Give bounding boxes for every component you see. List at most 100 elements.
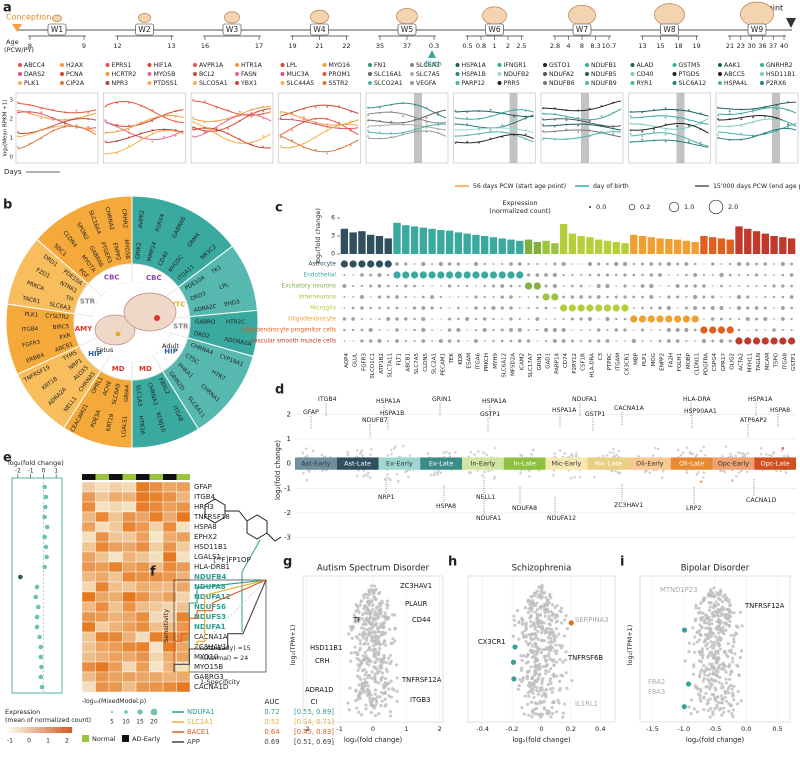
label: 0.64 bbox=[264, 728, 279, 736]
plot-frame bbox=[715, 92, 799, 164]
expression-dot bbox=[377, 295, 382, 299]
gene-point bbox=[679, 453, 683, 457]
gene-marker bbox=[455, 63, 460, 67]
expression-dot bbox=[726, 326, 734, 334]
heat-cell bbox=[81, 591, 96, 603]
gene-label: PRR5 bbox=[504, 80, 520, 87]
expression-dot bbox=[570, 295, 575, 299]
gene-point bbox=[542, 706, 547, 710]
gene-point bbox=[393, 447, 396, 450]
expression-dot bbox=[560, 304, 568, 312]
trend-line bbox=[192, 108, 272, 132]
y-tick-label: 6 bbox=[331, 215, 335, 222]
gene-point bbox=[699, 689, 703, 694]
expression-dot bbox=[561, 261, 566, 267]
heat-cell bbox=[149, 661, 164, 673]
gene-point bbox=[371, 643, 376, 648]
bar bbox=[665, 239, 673, 254]
gene-label: MUC3A bbox=[287, 71, 310, 78]
expression-dot bbox=[410, 271, 419, 279]
age-label: 4 bbox=[566, 42, 570, 50]
bar bbox=[358, 231, 366, 254]
gene-point bbox=[702, 677, 706, 681]
heat-cell bbox=[122, 541, 137, 553]
label: log₂(fold change) bbox=[8, 459, 64, 467]
gene-point bbox=[730, 712, 734, 716]
legend-label: day of birth bbox=[593, 183, 629, 190]
gene-point bbox=[526, 660, 531, 664]
trend-line bbox=[105, 129, 184, 155]
panel-label: h bbox=[448, 555, 457, 570]
expression-dot bbox=[712, 285, 714, 287]
expression-dot bbox=[524, 282, 533, 290]
gene-point bbox=[691, 626, 695, 630]
heat-cell bbox=[135, 641, 150, 653]
bar bbox=[612, 242, 620, 254]
gene-point bbox=[741, 452, 745, 455]
heat-cell bbox=[149, 541, 164, 553]
gene-point bbox=[534, 649, 538, 653]
expression-dot bbox=[641, 295, 644, 299]
gene-label: MFSD2A bbox=[511, 353, 517, 376]
gene-point bbox=[538, 647, 542, 651]
expression-dot bbox=[709, 326, 717, 334]
gene-point bbox=[555, 674, 559, 678]
bar bbox=[709, 237, 717, 254]
gene-point bbox=[539, 589, 543, 594]
gene-point bbox=[702, 707, 706, 712]
window-label: W4 bbox=[313, 25, 325, 34]
expression-dot bbox=[456, 262, 461, 266]
expression-dot bbox=[658, 339, 662, 343]
expression-dot bbox=[516, 271, 524, 279]
expression-dot bbox=[437, 271, 445, 279]
gene-point bbox=[709, 706, 713, 710]
expression-dot bbox=[605, 316, 610, 322]
gene-point bbox=[511, 676, 517, 682]
age-label: 12 bbox=[113, 42, 121, 50]
gene-point bbox=[356, 663, 360, 667]
gene-label: DRD2 bbox=[193, 331, 210, 340]
gene-point bbox=[554, 635, 559, 639]
gene-label: H2AX bbox=[66, 62, 84, 69]
gene-point bbox=[529, 620, 533, 624]
heat-cell bbox=[135, 591, 150, 603]
trend-point bbox=[139, 137, 142, 140]
gene-point bbox=[648, 471, 651, 474]
expression-dot bbox=[431, 285, 433, 287]
gene-point bbox=[554, 643, 558, 647]
expression-dot bbox=[360, 284, 364, 288]
gene-annotation: GSTP1 bbox=[585, 411, 605, 418]
bar bbox=[673, 239, 682, 254]
heat-cell bbox=[176, 581, 191, 593]
gene-marker bbox=[672, 81, 677, 85]
gene-point bbox=[535, 601, 539, 605]
gene-point bbox=[369, 620, 373, 625]
age-label: 15 bbox=[656, 42, 664, 50]
gene-point bbox=[545, 630, 549, 635]
panel-label: d bbox=[275, 383, 284, 398]
gene-point bbox=[436, 473, 440, 476]
expression-dot bbox=[431, 262, 434, 266]
expression-dot bbox=[790, 284, 793, 288]
gene-point bbox=[732, 640, 736, 644]
gene-label: SLCO1C1 bbox=[370, 353, 376, 379]
gene-marker bbox=[322, 81, 327, 85]
heat-cell bbox=[135, 531, 150, 543]
gene-point bbox=[364, 690, 368, 694]
gene-point bbox=[570, 453, 573, 456]
gene-point bbox=[526, 702, 530, 706]
heat-cell bbox=[162, 551, 177, 563]
trend-point bbox=[652, 130, 655, 133]
expression-dot bbox=[387, 340, 390, 342]
expression-dot bbox=[474, 328, 478, 332]
heat-cell bbox=[162, 511, 177, 523]
expression-dot bbox=[562, 273, 565, 277]
trend-point bbox=[75, 124, 78, 127]
window-box bbox=[397, 23, 417, 36]
gene-point bbox=[694, 455, 697, 458]
expression-dot bbox=[386, 306, 390, 310]
gene-annotation: F8A2 bbox=[648, 678, 665, 686]
gene-point bbox=[540, 586, 544, 590]
expression-dot bbox=[377, 272, 382, 278]
gene-point bbox=[544, 688, 549, 692]
